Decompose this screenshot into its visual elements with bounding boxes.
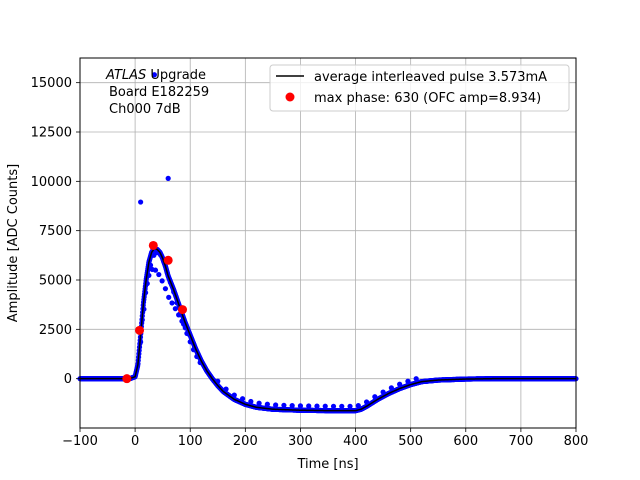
annotation-line-2: Board E182259 [109,85,209,100]
x-tick-label: 700 [508,434,533,449]
y-tick-label: 15000 [31,76,72,91]
max-phase-marker [148,240,158,250]
y-tick-label: 10000 [31,175,72,190]
data-point [152,267,159,273]
data-point [162,286,169,292]
x-tick-label: 300 [288,434,313,449]
max-phase-marker [163,255,173,265]
legend-label-max-phase: max phase: 630 (OFC amp=8.934) [314,91,541,106]
data-point [215,378,221,384]
x-tick-label: 100 [178,434,203,449]
data-point [413,376,419,382]
legend-marker-swatch [285,92,295,102]
annotation-line-3: Ch000 7dB [109,102,181,117]
max-phase-markers [122,240,188,384]
max-phase-marker [122,374,132,384]
y-tick-label: 5000 [39,274,72,289]
y-axis-label: Amplitude [ADC Counts] [6,164,21,322]
data-point [306,403,312,409]
x-tick-label: 0 [131,434,139,449]
data-point [289,403,295,409]
data-point [231,392,237,398]
legend-label-pulse: average interleaved pulse 3.573mA [314,70,547,85]
x-tick-label: 500 [398,434,423,449]
data-point [397,381,403,387]
x-axis-label: Time [ns] [296,457,358,472]
max-phase-marker [178,305,188,315]
max-phase-marker [135,325,145,335]
data-point [156,271,162,278]
x-tick-label: 600 [453,434,478,449]
data-point [380,389,386,395]
data-point [172,306,178,312]
data-point [248,398,254,405]
outlier-point [138,199,144,205]
x-tick-label: 400 [343,434,368,449]
average-pulse-line [80,247,576,412]
data-point [322,403,328,409]
data-point [166,294,172,300]
data-point [363,399,370,405]
data-point [256,400,262,406]
plot-frame [79,57,577,429]
pulse-line [80,247,576,412]
data-point [347,403,353,409]
data-point [339,403,345,409]
data-point [297,403,304,409]
x-tick-label: 200 [233,434,258,449]
legend: average interleaved pulse 3.573mA max ph… [269,64,570,112]
data-point [330,403,337,409]
x-tick-label: 800 [564,434,589,449]
x-ticks: −100 0 100 200 300 400 500 600 700 800 [62,428,588,449]
y-ticks: 0 2500 5000 7500 10000 12500 15000 [31,76,80,387]
data-point [281,402,287,408]
data-point [159,278,165,284]
data-point [264,401,270,407]
y-tick-label: 12500 [31,126,72,141]
annotation-line-1: ATLAS Upgrade [105,68,206,83]
outlier-point [151,72,157,78]
data-point [355,403,361,409]
data-point [314,403,320,409]
data-point [169,300,175,306]
annotation-atlas: ATLAS [105,68,146,83]
annotation-upgrade: Upgrade [146,68,206,83]
data-point [405,378,411,384]
data-point [388,385,394,391]
data-point [239,396,246,402]
y-tick-label: 0 [64,372,72,387]
outlier-point [165,175,171,181]
y-tick-label: 2500 [39,323,72,338]
y-tick-label: 7500 [39,224,72,239]
x-tick-label: −100 [62,434,98,449]
annotation: ATLAS Upgrade Board E182259 Ch000 7dB [105,68,209,117]
data-point [372,394,378,400]
legend-box [269,64,570,112]
data-point [273,402,279,408]
data-point [223,386,229,392]
